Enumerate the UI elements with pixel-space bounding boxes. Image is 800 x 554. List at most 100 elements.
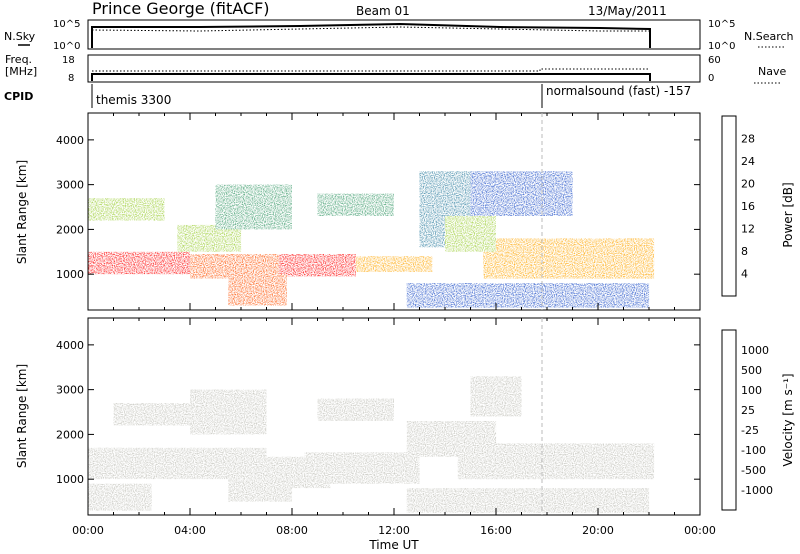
x-tick-label: 08:00 [276, 524, 308, 537]
cpid-segment-1: themis 3300 [96, 93, 171, 107]
colorbar-tick-label: -500 [741, 464, 766, 477]
y-tick-label: 2000 [56, 428, 84, 441]
cpid-label: CPID [4, 90, 33, 103]
colorbar-tick-label: 28 [741, 133, 755, 146]
colorbar-tick-label: 25 [741, 404, 755, 417]
power-colorbar: 4 8 12 16 20 24 28 Power [dB] [721, 115, 795, 297]
freq-tick-top: 18 [62, 55, 75, 66]
colorbar-tick-label: 100 [741, 384, 762, 397]
nsky-frame [87, 19, 701, 50]
colorbar-tick-label: 1000 [741, 344, 769, 357]
nave-trace [92, 68, 650, 72]
velocity-x-ticks [87, 318, 701, 515]
power-y-ticks: 1000 2000 3000 4000 [56, 134, 700, 281]
nsky-tick-top: 10^5 [53, 19, 80, 30]
freq-panel: Freq. [MHz] 18 8 60 0 Nave [5, 53, 786, 84]
power-cells [88, 171, 655, 308]
velocity-band-6 [304, 452, 420, 484]
x-tick-label: 12:00 [378, 524, 410, 537]
power-band-4 [228, 274, 287, 306]
velocity-band-1 [88, 483, 152, 511]
colorbar-tick-label: 12 [741, 223, 755, 236]
colorbar-tick-label: 4 [741, 268, 748, 281]
velocity-y-ticks: 1000 2000 3000 4000 [56, 339, 700, 486]
nsky-label: N.Sky [4, 30, 36, 43]
station-title: Prince George (fitACF) [92, 0, 270, 18]
velocity-panel: 1000 2000 3000 4000 Slant Range [km] [15, 317, 701, 516]
power-band-10 [483, 238, 655, 279]
x-tick-label: 00:00 [684, 524, 716, 537]
freq-tick-bottom: 8 [68, 73, 74, 84]
nsearch-tick-top: 10^5 [708, 19, 735, 30]
nsky-panel: N.Sky 10^5 10^0 10^5 10^0 N.Search [4, 19, 794, 52]
velocity-band-5 [228, 479, 293, 502]
colorbar-tick-label: 16 [741, 200, 755, 213]
velocity-band-0 [88, 447, 267, 480]
y-tick-label: 2000 [56, 223, 84, 236]
y-tick-label: 4000 [56, 339, 84, 352]
velocity-colorbar: 1000 500 100 25 -25 -100 -500 -1000 Velocity [m… [721, 329, 795, 511]
x-tick-label: 04:00 [174, 524, 206, 537]
nsky-tick-bottom: 10^0 [53, 41, 80, 52]
x-tick-label: 00:00 [72, 524, 104, 537]
colorbar-tick-label: 20 [741, 178, 755, 191]
power-band-8 [317, 193, 394, 216]
power-band-7 [88, 198, 165, 221]
date-title: 13/May/2011 [588, 4, 667, 18]
colorbar-tick-label: 500 [741, 364, 762, 377]
velocity-band-9 [457, 443, 655, 480]
power-panel: 1000 2000 3000 4000 Slant Range [km] [15, 112, 701, 311]
freq-frame [87, 54, 701, 83]
freq-label-2: [MHz] [5, 65, 37, 78]
cpid-row: CPID themis 3300 normalsound (fast) -157 [4, 84, 691, 108]
y-tick-label: 4000 [56, 134, 84, 147]
y-tick-label: 1000 [56, 268, 84, 281]
x-tick-label: 20:00 [582, 524, 614, 537]
x-tick-labels: 00:00 04:00 08:00 12:00 16:00 20:00 00:00 [72, 524, 716, 537]
velocity-band-3 [190, 389, 267, 435]
power-band-12 [470, 171, 573, 216]
power-band-3 [355, 256, 433, 272]
y-tick-label: 3000 [56, 179, 84, 192]
velocity-band-2 [113, 403, 190, 426]
nsearch-trace [91, 26, 650, 32]
nave-tick-top: 60 [708, 55, 721, 66]
velocity-band-11 [470, 376, 522, 417]
cpid-segment-2: normalsound (fast) -157 [546, 84, 691, 98]
nave-label: Nave [758, 65, 786, 78]
x-tick-label: 16:00 [480, 524, 512, 537]
nave-tick-bottom: 0 [708, 73, 714, 84]
freq-label-1: Freq. [5, 53, 32, 66]
power-band-0 [88, 251, 190, 275]
colorbar-tick-label: 24 [741, 155, 755, 168]
freq-trace [91, 73, 651, 81]
velocity-band-10 [406, 488, 650, 513]
colorbar-tick-label: -1000 [741, 484, 773, 497]
colorbar-tick-label: -25 [741, 424, 759, 437]
power-band-2 [279, 254, 356, 277]
velocity-cells [88, 376, 655, 513]
power-band-6 [215, 184, 292, 230]
power-band-11 [445, 216, 496, 252]
y-tick-label: 3000 [56, 384, 84, 397]
beam-title: Beam 01 [356, 4, 410, 18]
power-x-ticks [87, 113, 701, 310]
nsearch-tick-bottom: 10^0 [708, 41, 735, 52]
nsearch-label: N.Search [744, 30, 794, 43]
y-tick-label: 1000 [56, 473, 84, 486]
power-band-13 [406, 283, 650, 308]
velocity-colorbar-frame [721, 329, 737, 511]
velocity-band-7 [317, 398, 394, 421]
velocity-y-label: Slant Range [km] [15, 364, 29, 468]
colorbar-tick-label: -100 [741, 444, 766, 457]
power-y-label: Slant Range [km] [15, 160, 29, 264]
power-colorbar-frame [721, 115, 737, 297]
x-axis-label: Time UT [368, 538, 419, 552]
velocity-colorbar-label: Velocity [m s⁻¹] [781, 373, 795, 466]
velocity-colorbar-ticks: 1000 500 100 25 -25 -100 -500 -1000 [741, 344, 773, 497]
colorbar-tick-label: 8 [741, 245, 748, 258]
nsky-trace [91, 22, 651, 48]
power-colorbar-ticks: 4 8 12 16 20 24 28 [741, 133, 755, 281]
power-colorbar-label: Power [dB] [781, 182, 795, 247]
